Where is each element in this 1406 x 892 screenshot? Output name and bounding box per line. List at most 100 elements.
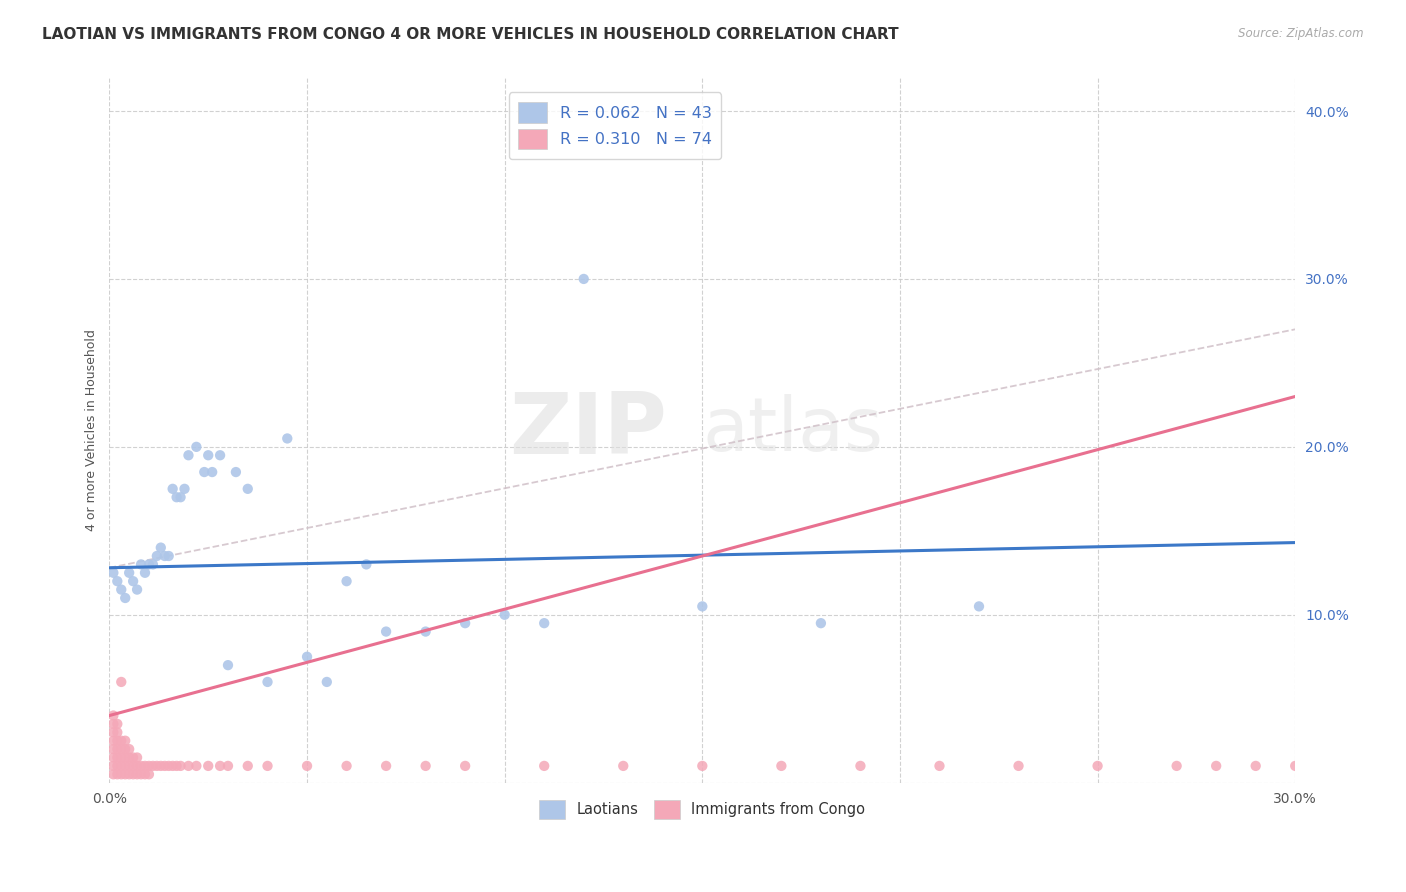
Text: atlas: atlas: [703, 393, 883, 467]
Point: [162, 759, 184, 773]
Point: [103, 742, 125, 756]
Point: [295, 649, 318, 664]
Point: [1205, 759, 1227, 773]
Point: [149, 541, 172, 555]
Point: [105, 742, 128, 756]
Point: [166, 490, 188, 504]
Point: [138, 767, 160, 781]
Point: [118, 759, 141, 773]
Point: [122, 750, 145, 764]
Point: [129, 759, 152, 773]
Point: [105, 733, 128, 747]
Point: [197, 448, 219, 462]
Point: [153, 549, 176, 563]
Point: [186, 759, 208, 773]
Point: [105, 759, 128, 773]
Text: ZIP: ZIP: [509, 389, 666, 472]
Point: [103, 750, 125, 764]
Point: [612, 759, 634, 773]
Point: [375, 759, 398, 773]
Point: [146, 549, 169, 563]
Point: [105, 750, 128, 764]
Point: [217, 759, 239, 773]
Point: [157, 759, 180, 773]
Point: [533, 759, 555, 773]
Point: [849, 759, 872, 773]
Point: [356, 558, 378, 572]
Point: [157, 549, 180, 563]
Point: [236, 482, 259, 496]
Point: [197, 759, 219, 773]
Point: [122, 574, 145, 589]
Point: [335, 574, 357, 589]
Point: [162, 482, 184, 496]
Text: Source: ZipAtlas.com: Source: ZipAtlas.com: [1239, 27, 1364, 40]
Point: [110, 742, 132, 756]
Point: [134, 759, 156, 773]
Point: [295, 759, 318, 773]
Point: [125, 750, 148, 764]
Point: [1284, 759, 1306, 773]
Point: [193, 465, 215, 479]
Point: [276, 432, 298, 446]
Point: [114, 742, 136, 756]
Point: [217, 658, 239, 673]
Point: [134, 566, 156, 580]
Point: [692, 759, 714, 773]
Point: [110, 767, 132, 781]
Point: [375, 624, 398, 639]
Point: [146, 759, 169, 773]
Point: [110, 733, 132, 747]
Point: [105, 767, 128, 781]
Point: [103, 708, 125, 723]
Point: [134, 767, 156, 781]
Point: [810, 616, 832, 631]
Point: [105, 717, 128, 731]
Point: [928, 759, 950, 773]
Point: [169, 490, 191, 504]
Point: [103, 717, 125, 731]
Point: [454, 759, 477, 773]
Point: [129, 558, 152, 572]
Point: [103, 725, 125, 739]
Point: [149, 759, 172, 773]
Point: [118, 750, 141, 764]
Point: [315, 675, 337, 690]
Point: [122, 767, 145, 781]
Point: [1166, 759, 1188, 773]
Point: [225, 465, 247, 479]
Point: [103, 733, 125, 747]
Text: LAOTIAN VS IMMIGRANTS FROM CONGO 4 OR MORE VEHICLES IN HOUSEHOLD CORRELATION CHA: LAOTIAN VS IMMIGRANTS FROM CONGO 4 OR MO…: [42, 27, 898, 42]
Point: [770, 759, 793, 773]
Point: [129, 767, 152, 781]
Point: [173, 482, 195, 496]
Point: [415, 624, 437, 639]
Point: [125, 759, 148, 773]
Point: [103, 566, 125, 580]
Point: [177, 759, 200, 773]
Point: [125, 582, 148, 597]
Point: [103, 767, 125, 781]
Point: [138, 759, 160, 773]
Point: [118, 566, 141, 580]
Point: [236, 759, 259, 773]
Point: [166, 759, 188, 773]
Point: [256, 675, 278, 690]
Point: [572, 272, 595, 286]
Y-axis label: 4 or more Vehicles in Household: 4 or more Vehicles in Household: [86, 329, 98, 531]
Point: [125, 767, 148, 781]
Point: [114, 733, 136, 747]
Point: [415, 759, 437, 773]
Point: [153, 759, 176, 773]
Point: [335, 759, 357, 773]
Point: [103, 759, 125, 773]
Point: [114, 750, 136, 764]
Point: [209, 759, 232, 773]
Point: [967, 599, 990, 614]
Point: [118, 767, 141, 781]
Point: [110, 759, 132, 773]
Point: [454, 616, 477, 631]
Point: [110, 675, 132, 690]
Point: [533, 616, 555, 631]
Point: [142, 558, 165, 572]
